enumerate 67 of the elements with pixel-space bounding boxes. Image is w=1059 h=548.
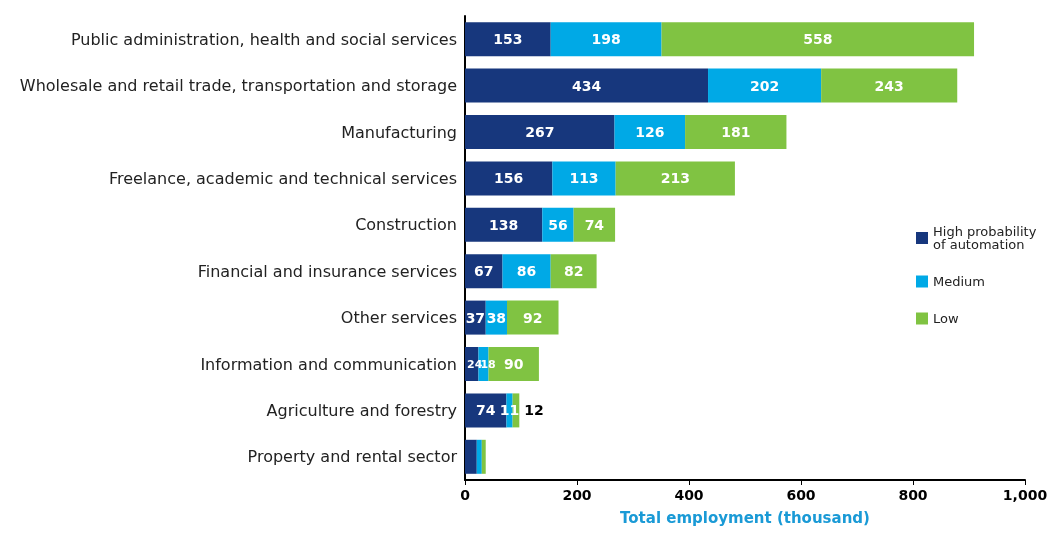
data-label: 153 (493, 31, 523, 48)
x-tick-label: 1,000 (1002, 487, 1048, 503)
bar (465, 68, 709, 103)
bar (465, 161, 553, 196)
data-label: 558 (803, 31, 833, 48)
data-label: 202 (749, 77, 780, 94)
bar (573, 207, 616, 242)
y-tick-label: Financial and insurance services (197, 261, 457, 281)
bar (476, 439, 482, 474)
x-tick-label: 800 (898, 487, 928, 503)
legend-label: Low (933, 311, 959, 326)
y-tick-label: Public administration, health and social services (70, 29, 457, 49)
data-label: 67 (474, 263, 494, 280)
bar (661, 22, 975, 57)
bar (465, 115, 615, 149)
bar (465, 22, 551, 57)
data-label: 198 (591, 31, 621, 48)
x-tick-label: 400 (674, 487, 704, 503)
x-axis-title: Total employment (thousand) (620, 508, 870, 527)
data-label: 12 (524, 402, 544, 419)
data-label: 181 (721, 124, 751, 140)
y-tick-label: Manufacturing (341, 122, 457, 142)
data-label: 24 (467, 357, 483, 371)
data-label: 156 (494, 170, 524, 187)
data-label: 90 (503, 356, 524, 372)
bar (465, 207, 543, 242)
x-tick-label: 0 (460, 487, 471, 503)
data-label: 86 (516, 263, 537, 280)
bar (550, 22, 662, 57)
y-tick-label: Property and rental sector (247, 447, 458, 467)
bar (507, 300, 559, 335)
data-label: 243 (874, 77, 904, 94)
y-tick-label: Other services (340, 308, 457, 328)
bar (552, 161, 616, 196)
data-label: 138 (489, 216, 519, 233)
data-label: 267 (525, 124, 555, 140)
bar (614, 115, 686, 149)
data-label: 82 (563, 263, 584, 280)
data-label: 213 (660, 170, 690, 187)
bar (465, 439, 477, 474)
bar (685, 115, 787, 149)
data-label: 74 (584, 216, 605, 233)
data-label: 92 (523, 309, 543, 326)
data-label: 38 (486, 309, 507, 326)
bar (550, 254, 597, 289)
y-tick-label: Wholesale and retail trade, transportation and storage (19, 76, 457, 96)
data-label: 11 (499, 402, 520, 419)
y-tick-label: Information and communication (200, 354, 457, 374)
bar (502, 254, 551, 289)
data-label: 74 (475, 402, 496, 419)
x-tick-label: 600 (786, 487, 816, 503)
bar (708, 68, 822, 103)
y-tick-label: Construction (355, 215, 457, 235)
data-label: 126 (635, 124, 665, 140)
legend-label: Medium (933, 274, 985, 289)
bar (465, 254, 503, 289)
bar (481, 439, 486, 474)
x-tick-label: 200 (562, 487, 592, 503)
data-label: 113 (569, 170, 599, 187)
bar (615, 161, 735, 196)
legend-label: High probability of automation (933, 224, 1041, 252)
y-tick-label: Freelance, academic and technical services (108, 168, 457, 188)
data-label: 56 (548, 216, 568, 233)
data-label: 434 (571, 77, 602, 94)
bar (821, 68, 958, 103)
data-label: 37 (465, 309, 486, 326)
y-tick-label: Agriculture and forestry (266, 400, 457, 420)
